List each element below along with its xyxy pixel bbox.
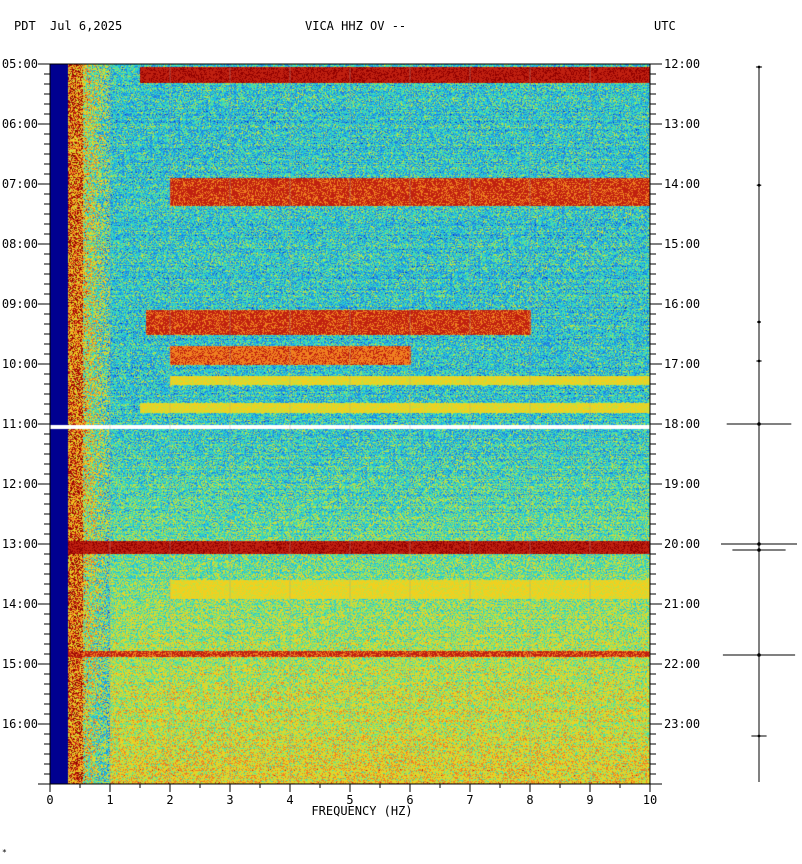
left-time-label: 09:00 (2, 297, 38, 311)
trace-event-dot (757, 422, 761, 426)
left-time-label: 16:00 (2, 717, 38, 731)
right-time-label: 20:00 (664, 537, 700, 551)
trace-event-dot (757, 542, 761, 546)
right-time-label: 21:00 (664, 597, 700, 611)
x-tick-label: 8 (526, 793, 533, 807)
trace-event-dot (757, 734, 761, 738)
x-tick-label: 2 (166, 793, 173, 807)
trace-event-dot (757, 65, 761, 69)
x-tick-label: 6 (406, 793, 413, 807)
left-time-label: 11:00 (2, 417, 38, 431)
x-tick-label: 7 (466, 793, 473, 807)
left-time-label: 10:00 (2, 357, 38, 371)
x-tick-label: 4 (286, 793, 293, 807)
right-time-label: 15:00 (664, 237, 700, 251)
trace-event-dot (757, 183, 761, 187)
left-time-label: 05:00 (2, 57, 38, 71)
right-time-label: 14:00 (664, 177, 700, 191)
x-tick-label: 10 (643, 793, 657, 807)
frequency-axis: 0 1 2 3 4 5 6 7 8 9 10 (46, 784, 657, 807)
trace-event-dot (757, 359, 761, 363)
right-time-label: 16:00 (664, 297, 700, 311)
x-tick-label: 1 (106, 793, 113, 807)
x-tick-label: 5 (346, 793, 353, 807)
left-time-label: 08:00 (2, 237, 38, 251)
corner-mark: * (2, 848, 7, 857)
left-time-label: 12:00 (2, 477, 38, 491)
right-time-label: 19:00 (664, 477, 700, 491)
right-time-label: 12:00 (664, 57, 700, 71)
left-time-label: 14:00 (2, 597, 38, 611)
trace-event-dot (757, 320, 761, 324)
trace-event-dot (757, 548, 761, 552)
trace-event-dot (757, 653, 761, 657)
x-axis-title: FREQUENCY (HZ) (311, 804, 412, 818)
right-time-label: 13:00 (664, 117, 700, 131)
x-tick-label: 0 (46, 793, 53, 807)
left-time-label: 06:00 (2, 117, 38, 131)
left-time-label: 07:00 (2, 177, 38, 191)
spectrogram-grid (109, 64, 591, 784)
date-label: Jul 6,2025 (50, 19, 123, 33)
right-time-axis: 12:00 13:00 14:00 15:00 16:00 17:00 18:00 19:00… (650, 57, 700, 785)
right-time-label: 18:00 (664, 417, 700, 431)
right-time-label: 22:00 (664, 657, 700, 671)
left-time-label: 15:00 (2, 657, 38, 671)
seismogram-trace (721, 65, 797, 782)
station-title: VICA HHZ OV -- (305, 19, 407, 33)
right-timezone-label: UTC (654, 19, 676, 33)
left-time-label: 13:00 (2, 537, 38, 551)
x-tick-label: 9 (586, 793, 593, 807)
right-time-label: 23:00 (664, 717, 700, 731)
left-time-axis: 05:00 06:00 07:00 08:00 09:00 10:00 11:00 12:00… (2, 57, 50, 785)
right-time-label: 17:00 (664, 357, 700, 371)
x-tick-label: 3 (226, 793, 233, 807)
left-timezone-label: PDT (14, 19, 36, 33)
